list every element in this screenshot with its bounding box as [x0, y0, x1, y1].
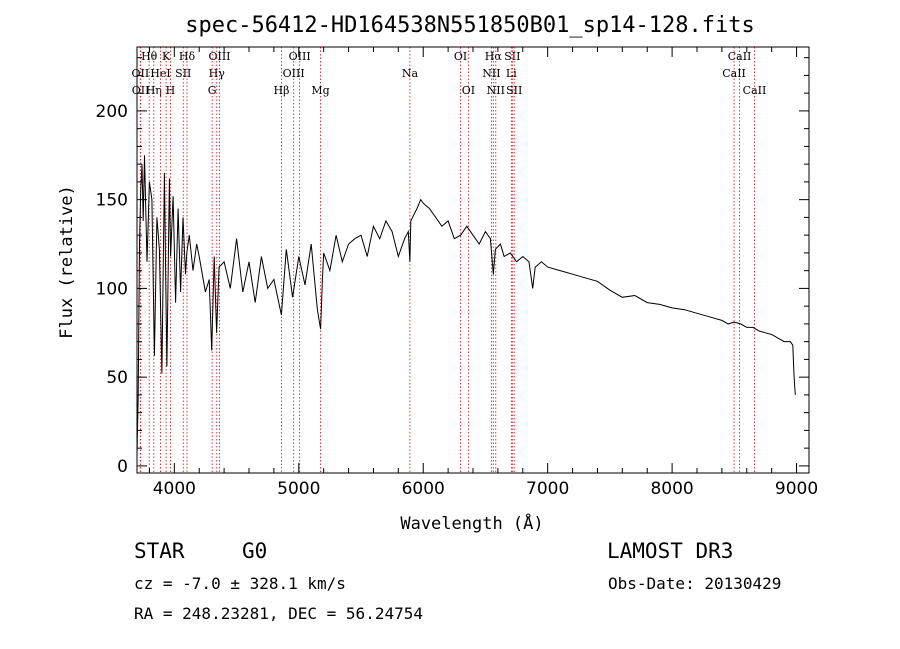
x-tick-label: 5000 — [277, 479, 320, 499]
spectral-line-label: OI — [454, 50, 467, 63]
x-tick-label: 4000 — [153, 479, 196, 499]
x-tick-label: 6000 — [402, 479, 445, 499]
y-tick-label: 100 — [96, 279, 128, 299]
spectral-line-label: Hθ — [141, 50, 158, 63]
spectral-line-label: H — [166, 84, 176, 97]
redshift-readout: cz = -7.0 ± 328.1 km/s — [134, 574, 346, 593]
spectral-line-label: HeI — [150, 67, 170, 80]
coordinates-readout: RA = 248.23281, DEC = 56.24754 — [134, 604, 423, 623]
object-subclass: G0 — [242, 539, 268, 563]
spectral-line-label: Mg — [311, 84, 329, 97]
x-tick-label: 7000 — [526, 479, 569, 499]
spectral-line-label: K — [162, 50, 171, 63]
spectral-line-label: OIII — [208, 50, 230, 63]
spectral-line-label: Na — [402, 67, 419, 80]
x-axis-label: Wavelength (Å) — [400, 512, 543, 534]
chart-title: spec-56412-HD164538N551850B01_sp14-128.f… — [185, 13, 755, 38]
y-tick-label: 0 — [117, 457, 128, 477]
spectral-line-label: OII — [132, 67, 150, 80]
spectral-line-label: G — [208, 84, 217, 97]
spectral-line-label: SII — [175, 67, 191, 80]
spectral-line-label: OI — [462, 84, 475, 97]
x-tick-label: 9000 — [775, 479, 818, 499]
y-tick-label: 50 — [106, 368, 128, 388]
spectral-line-label: CaII — [728, 50, 752, 63]
spectral-line-label: NII — [482, 67, 500, 80]
x-tick-label: 8000 — [650, 479, 693, 499]
spectral-line-label: NII — [487, 84, 505, 97]
plot-frame — [136, 46, 810, 474]
spectral-line-label: OII — [132, 84, 150, 97]
y-axis-label: Flux (relative) — [57, 185, 77, 339]
spectral-line-label: CaII — [722, 67, 746, 80]
spectral-line-label: Hγ — [209, 67, 226, 80]
y-tick-label: 200 — [96, 102, 128, 122]
y-tick-label: 150 — [96, 191, 128, 211]
spectral-line-label: OIII — [289, 50, 311, 63]
spectral-line-label: SII — [504, 50, 520, 63]
observation-date: Obs-Date: 20130429 — [608, 574, 782, 593]
spectral-line-label: Hδ — [179, 50, 196, 63]
spectral-line-label: SII — [506, 84, 522, 97]
spectral-line-label: CaII — [743, 84, 767, 97]
spectral-line-label: Hβ — [274, 84, 290, 97]
spectral-line-label: Hη — [146, 84, 162, 97]
object-class: STAR — [134, 539, 185, 563]
survey-name: LAMOST DR3 — [607, 539, 734, 563]
spectral-line-label: Li — [506, 67, 517, 80]
spectral-line-label: OIII — [283, 67, 305, 80]
spectrum-series-line — [136, 155, 796, 456]
axis-ticks: 4000 5000 6000 7000 8000 9000 0 50 100 150 200 — [96, 47, 818, 499]
spectral-line-label: Hα — [485, 50, 503, 63]
